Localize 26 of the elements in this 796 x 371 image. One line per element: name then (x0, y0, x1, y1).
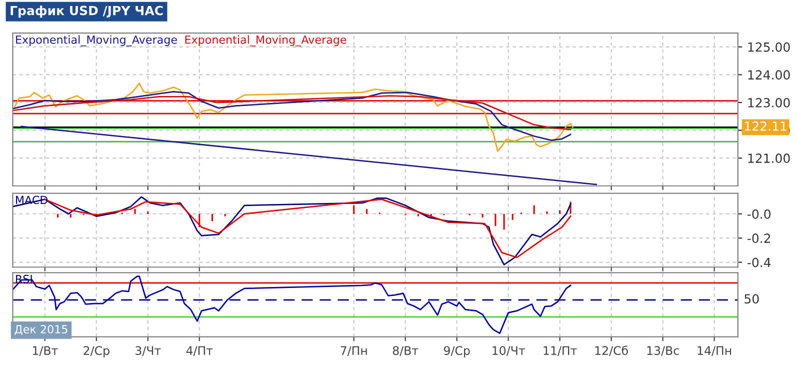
x-tick-label: 2/Ср (84, 346, 110, 358)
x-tick-label: 13/Вс (647, 346, 679, 356)
x-tick-label: 1/Вт (32, 346, 58, 356)
y-tick-label: 121.00 (748, 154, 790, 164)
y-tick-label: 123.00 (748, 98, 790, 108)
y-tick-label: -0.0 (748, 209, 770, 219)
text: Exponential_Moving_Average (16, 35, 177, 46)
x-tick-label: 11/Пт (544, 346, 577, 356)
y-tick-label: -0.4 (748, 258, 771, 268)
x-tick-label: 8/Вт (392, 346, 418, 356)
x-tick-label: 14/Пн (698, 346, 732, 356)
ref-line-label: 122.11 (745, 121, 786, 131)
x-tick-label: 10/Чт (492, 346, 525, 356)
text: 50 (744, 294, 759, 304)
y-tick-label: 124.00 (748, 70, 790, 80)
annotation: Дек 2015 (14, 325, 68, 336)
chart-title: График USD /JPY ЧАС (10, 6, 163, 18)
y-tick-label: -0.2 (748, 234, 770, 243)
x-tick-label: 3/Чт (136, 346, 161, 356)
x-tick-label: 9/Ср (444, 346, 470, 358)
y-tick-label: 125.00 (748, 42, 790, 52)
chart-title: MACD (16, 196, 48, 204)
x-tick-label: 4/Пт (186, 346, 213, 356)
x-tick-label: 12/Сб (595, 346, 628, 356)
x-tick-label: 7/Пн (340, 346, 367, 356)
text: Exponential_Moving_Average (185, 35, 346, 46)
